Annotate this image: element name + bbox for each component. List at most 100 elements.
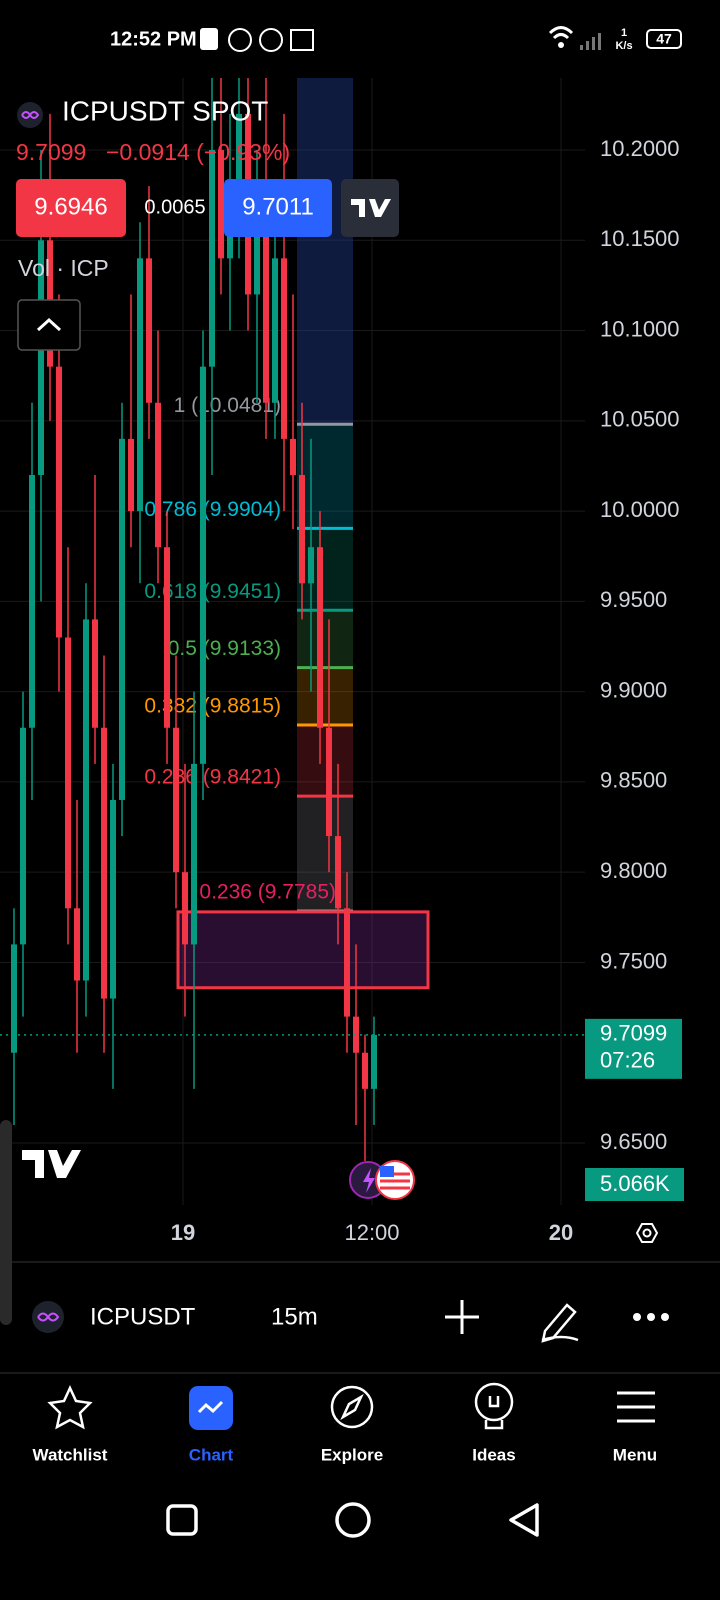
nav-label[interactable]: Explore xyxy=(321,1445,383,1464)
candle-body xyxy=(209,150,215,367)
fib-extension xyxy=(297,78,353,425)
collapse-button[interactable] xyxy=(17,299,81,351)
indicator-label[interactable]: Vol · ICP xyxy=(18,255,109,281)
toolbar-symbol[interactable]: ICPUSDT xyxy=(90,1303,196,1330)
recents-button[interactable] xyxy=(166,1504,198,1536)
draw-button[interactable] xyxy=(541,1303,579,1343)
fib-band xyxy=(297,528,353,611)
volume-tag xyxy=(585,1168,684,1201)
events-badge xyxy=(363,1168,375,1193)
battery-level: 47 xyxy=(656,31,672,47)
bid-price: 9.6946 xyxy=(34,193,107,220)
price-tick-label: 9.7500 xyxy=(600,948,667,973)
price-tag-countdown: 07:26 xyxy=(600,1048,655,1073)
fib-band xyxy=(297,725,353,797)
price-tick-label: 10.2000 xyxy=(600,136,680,161)
candle-body xyxy=(20,727,26,945)
candle-body xyxy=(236,113,242,187)
candle-body xyxy=(191,763,197,945)
menu-icon[interactable] xyxy=(617,1391,655,1423)
net-speed: 1 xyxy=(621,27,627,39)
price-tick-label: 10.1500 xyxy=(600,226,680,251)
candle-body xyxy=(254,186,260,295)
zone-label: 0.236 (9.7785) xyxy=(199,880,336,903)
symbol-icon xyxy=(21,111,40,119)
candle-body xyxy=(317,547,323,728)
candle-body xyxy=(308,547,314,584)
sell-button[interactable] xyxy=(16,179,126,237)
fib-band xyxy=(297,424,353,529)
candle-body xyxy=(65,637,71,909)
nav-label[interactable]: Watchlist xyxy=(33,1445,108,1464)
nav-label[interactable]: Menu xyxy=(613,1445,657,1464)
status-icon xyxy=(259,28,283,52)
candle-body xyxy=(272,258,278,403)
nav-label[interactable]: Chart xyxy=(189,1445,234,1464)
chart-area[interactable]: 1 (10.0481)0.786 (9.9904)0.618 (9.9451)0… xyxy=(0,78,585,1205)
candle-body xyxy=(110,799,116,999)
volume-tag-value: 5.066K xyxy=(600,1171,670,1196)
candle-body xyxy=(344,908,350,1017)
candle-body xyxy=(173,727,179,873)
price-tick-label: 9.8500 xyxy=(600,768,667,793)
buy-button[interactable] xyxy=(224,179,332,237)
price-tag xyxy=(585,1018,682,1079)
candle-body xyxy=(362,1052,368,1089)
wifi-icon xyxy=(558,42,564,48)
settings-button[interactable] xyxy=(635,1223,659,1243)
fib-band xyxy=(297,796,353,911)
home-button[interactable] xyxy=(335,1502,371,1538)
ask-price: 9.7011 xyxy=(242,193,314,220)
candle-body xyxy=(29,474,35,728)
fib-label: 0.236 (9.8421) xyxy=(144,766,281,789)
time-label: 20 xyxy=(549,1220,573,1245)
price-tick-label: 9.9000 xyxy=(600,677,667,702)
add-button[interactable] xyxy=(445,1300,479,1334)
clock: 12:52 PM xyxy=(110,28,197,50)
nav-label[interactable]: Ideas xyxy=(472,1445,515,1464)
price-tick-label: 9.8000 xyxy=(600,858,667,883)
last-price: 9.7099 xyxy=(16,139,86,165)
time-label: 19 xyxy=(171,1220,195,1245)
fib-band xyxy=(297,610,353,668)
tv-logo xyxy=(351,199,391,217)
more-button[interactable] xyxy=(633,1313,669,1321)
status-icon xyxy=(290,29,314,51)
candle-body xyxy=(299,474,305,584)
ideas-icon xyxy=(484,1396,504,1430)
ideas-icon[interactable] xyxy=(474,1382,514,1422)
fib-label: 0.618 (9.9451) xyxy=(144,580,281,603)
candle-body xyxy=(200,366,206,764)
spread: 0.0065 xyxy=(144,196,205,218)
wifi-icon xyxy=(548,26,574,40)
trade-button[interactable] xyxy=(341,179,399,237)
price-tick-label: 9.6500 xyxy=(600,1129,667,1154)
candle-body xyxy=(137,258,143,512)
bottom-nav: Watchlist Chart Explore Ideas Menu xyxy=(33,1445,658,1464)
explore-icon[interactable] xyxy=(330,1385,374,1429)
fib-label: 0.382 (9.8815) xyxy=(144,695,281,718)
candle-body xyxy=(146,258,152,403)
candle-body xyxy=(92,619,98,728)
symbol-title[interactable]: ICPUSDT SPOT xyxy=(62,95,268,126)
chart-icon xyxy=(197,1400,224,1414)
price-tick-label: 10.0000 xyxy=(600,497,680,522)
fib-label: 0.5 (9.9133) xyxy=(168,637,281,660)
candle-body xyxy=(155,402,161,548)
candle-body xyxy=(290,438,296,475)
price-change: −0.0914 (−0.93%) xyxy=(106,139,290,165)
chevron-up xyxy=(36,317,62,332)
price-tick-label: 10.1000 xyxy=(600,316,680,341)
zone-box xyxy=(176,910,430,990)
interval[interactable]: 15m xyxy=(271,1303,318,1330)
side-handle[interactable] xyxy=(0,1120,12,1325)
flag xyxy=(380,1166,394,1177)
watchlist-icon[interactable] xyxy=(47,1385,93,1430)
price-axis: 10.2000 10.1500 10.1000 10.0500 10.0000 9.950… xyxy=(600,136,680,1154)
back-button[interactable] xyxy=(509,1503,539,1537)
fib-band xyxy=(297,667,353,726)
candle-body xyxy=(56,366,62,638)
net-speed-unit: K/s xyxy=(615,40,632,52)
